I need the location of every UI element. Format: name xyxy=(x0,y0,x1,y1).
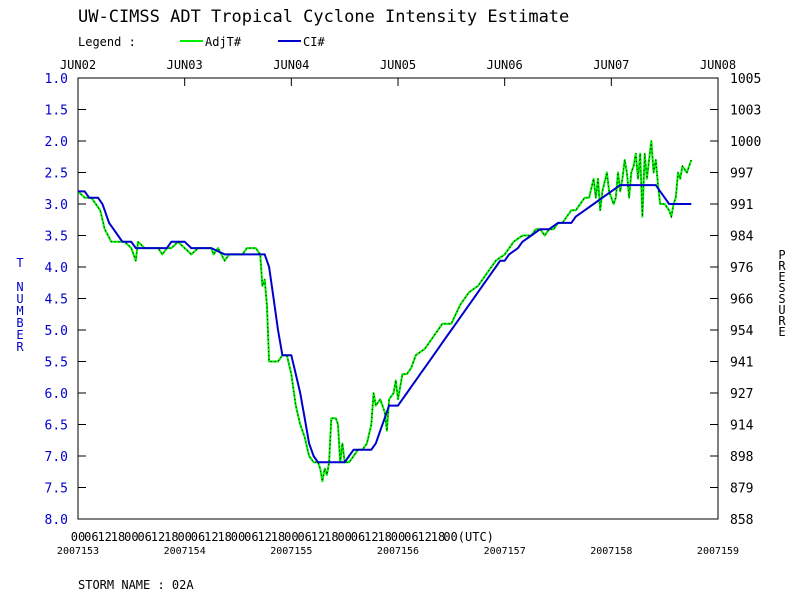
y-right-tick-label: 1000 xyxy=(730,135,761,150)
top-date-label: JUN04 xyxy=(273,58,309,72)
x-hour-label: 12 xyxy=(364,530,378,544)
x-hour-label: 06 xyxy=(404,530,418,544)
legend-ci-label: CI# xyxy=(303,35,325,49)
x-hour-label: 00 xyxy=(124,530,138,544)
x-julian-label: 2007159 xyxy=(697,546,739,557)
x-axis: 0006121800061218000612180006121800061218… xyxy=(57,530,739,557)
x-julian-label: 2007158 xyxy=(590,546,632,557)
x-hour-label: 12 xyxy=(311,530,325,544)
plot-frame xyxy=(77,77,719,520)
y-left-tick-label: 1.5 xyxy=(45,104,68,119)
x-julian-label: 2007157 xyxy=(484,546,526,557)
x-hour-label: 06 xyxy=(191,530,205,544)
y-left-tick-label: 2.5 xyxy=(45,167,68,182)
x-hour-label: 18 xyxy=(111,530,125,544)
y-right-tick-label: 976 xyxy=(730,261,753,276)
top-date-label: JUN06 xyxy=(487,58,523,72)
x-hour-label: 18 xyxy=(271,530,285,544)
y-right-tick-label: 984 xyxy=(730,230,754,245)
y-left-tick-label: 3.0 xyxy=(45,198,68,213)
top-date-label: JUN08 xyxy=(700,58,736,72)
y-left-tick-label: 7.5 xyxy=(45,482,68,497)
y-left-tick-label: 3.5 xyxy=(45,230,68,245)
top-date-label: JUN07 xyxy=(593,58,629,72)
x-hour-label: 12 xyxy=(151,530,165,544)
y-right-tick-label: 1003 xyxy=(730,104,761,119)
series-layer xyxy=(77,140,693,483)
legend-adjt-label: AdjT# xyxy=(205,35,242,49)
x-hour-label: 12 xyxy=(417,530,431,544)
x-hour-label: 00 xyxy=(391,530,405,544)
x-hour-label: 06 xyxy=(244,530,258,544)
top-date-label: JUN05 xyxy=(380,58,416,72)
y-left-tick-label: 5.5 xyxy=(45,356,68,371)
y-right-tick-label: 927 xyxy=(730,387,753,402)
y-right-tick-label: 941 xyxy=(730,356,753,371)
top-date-label: JUN02 xyxy=(60,58,96,72)
y-left-tick-label: 6.5 xyxy=(45,419,68,434)
x-hour-label: 00(UTC) xyxy=(443,530,494,544)
y-left-tick-label: 6.0 xyxy=(45,387,68,402)
x-hour-label: 00 xyxy=(337,530,351,544)
top-date-label: JUN03 xyxy=(167,58,203,72)
x-hour-label: 00 xyxy=(284,530,298,544)
x-hour-label: 00 xyxy=(231,530,245,544)
y-left-tick-label: 2.0 xyxy=(45,135,68,150)
x-hour-label: 06 xyxy=(84,530,98,544)
y-right-tick-label: 991 xyxy=(730,198,753,213)
storm-name-label: STORM NAME : 02A xyxy=(78,578,194,592)
legend-label: Legend : xyxy=(78,35,136,49)
y-right-tick-label: 966 xyxy=(730,293,753,308)
y-right-tick-label: 914 xyxy=(730,419,754,434)
y-left-tick-label: 4.5 xyxy=(45,293,68,308)
y-right-tick-label: 898 xyxy=(730,450,753,465)
right-y-axis: 1005 1003 1000 997 991 984 976 966 954 941 927 914 8… xyxy=(710,72,761,528)
x-hour-label: 12 xyxy=(204,530,218,544)
left-y-axis: 1.0 1.5 2.0 2.5 3.0 3.5 4.0 4.5 5.0 5.5 6.0 6.5 7.0 7… xyxy=(45,72,86,528)
x-hour-label: 12 xyxy=(257,530,271,544)
x-julian-label: 2007153 xyxy=(57,546,99,557)
y-left-tick-label: 7.0 xyxy=(45,450,68,465)
x-julian-label: 2007154 xyxy=(164,546,206,557)
y-left-tick-label: 1.0 xyxy=(45,72,68,87)
x-hour-label: 18 xyxy=(377,530,391,544)
y-left-tick-label: 8.0 xyxy=(45,513,68,528)
y-right-tick-label: 954 xyxy=(730,324,754,339)
x-julian-label: 2007156 xyxy=(377,546,419,557)
x-hour-label: 18 xyxy=(217,530,231,544)
x-hour-label: 06 xyxy=(297,530,311,544)
y-right-tick-label: 997 xyxy=(730,167,753,182)
x-hour-label: 18 xyxy=(164,530,178,544)
y-left-tick-label: 4.0 xyxy=(45,261,68,276)
x-hour-label: 18 xyxy=(431,530,445,544)
chart-title: UW-CIMSS ADT Tropical Cyclone Intensity … xyxy=(78,7,569,27)
series-line-ci xyxy=(78,184,692,464)
x-hour-label: 12 xyxy=(97,530,111,544)
x-hour-label: 06 xyxy=(351,530,365,544)
x-hour-label: 00 xyxy=(177,530,191,544)
y-right-tick-label: 858 xyxy=(730,513,753,528)
x-hour-label: 06 xyxy=(137,530,151,544)
x-hour-label: 18 xyxy=(324,530,338,544)
y-right-tick-label: 1005 xyxy=(730,72,761,87)
series-line-adjt xyxy=(77,140,693,483)
x-hour-label: 00 xyxy=(71,530,85,544)
top-date-labels: JUN02 JUN03 JUN04 JUN05 JUN06 JUN07 JUN08 xyxy=(60,58,736,86)
y-right-tick-label: 879 xyxy=(730,482,753,497)
left-axis-title: T NUMBER xyxy=(13,256,27,352)
right-axis-title: PRESSURE xyxy=(775,248,789,336)
x-julian-label: 2007155 xyxy=(270,546,312,557)
y-left-tick-label: 5.0 xyxy=(45,324,68,339)
